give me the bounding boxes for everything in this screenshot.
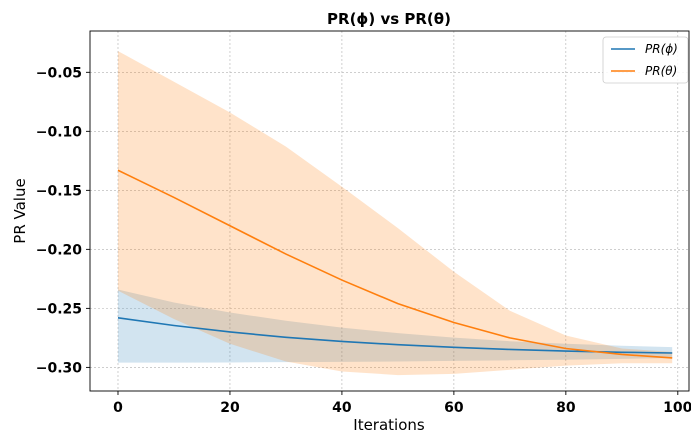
- y-axis-label: PR Value: [11, 178, 29, 243]
- legend-label-phi: PR(ϕ): [645, 42, 678, 56]
- series-line-0: [117, 317, 673, 354]
- y-axis-ticks: −0.30 −0.25 −0.20 −0.15 −0.10 −0.05: [36, 65, 90, 376]
- y-tick-label: −0.20: [36, 242, 83, 258]
- y-tick-label: −0.05: [36, 65, 82, 81]
- chart-title: PR(ϕ) vs PR(θ): [327, 10, 451, 28]
- y-tick-label: −0.10: [36, 124, 83, 140]
- x-tick-label: 40: [332, 400, 352, 416]
- series-lines: [117, 169, 673, 359]
- y-tick-label: −0.15: [36, 183, 82, 199]
- confidence-band-0: [117, 289, 673, 363]
- legend-label-theta: PR(θ): [645, 64, 677, 78]
- x-tick-label: 80: [556, 400, 576, 416]
- x-axis-ticks: 0 20 40 60 80 100: [113, 391, 691, 416]
- grid: [90, 31, 689, 391]
- x-tick-label: 20: [220, 400, 240, 416]
- confidence-bands: [117, 51, 673, 376]
- y-tick-label: −0.30: [36, 360, 83, 376]
- series-line-1: [117, 169, 673, 359]
- legend: PR(ϕ) PR(θ): [602, 36, 689, 84]
- plot-area-background: [90, 31, 689, 391]
- plot-frame: [89, 30, 690, 392]
- x-tick-label: 0: [113, 400, 123, 416]
- y-tick-label: −0.25: [36, 301, 82, 317]
- x-tick-label: 100: [663, 400, 691, 416]
- x-axis-label: Iterations: [353, 416, 425, 434]
- confidence-band-1: [117, 51, 673, 376]
- x-tick-label: 60: [444, 400, 464, 416]
